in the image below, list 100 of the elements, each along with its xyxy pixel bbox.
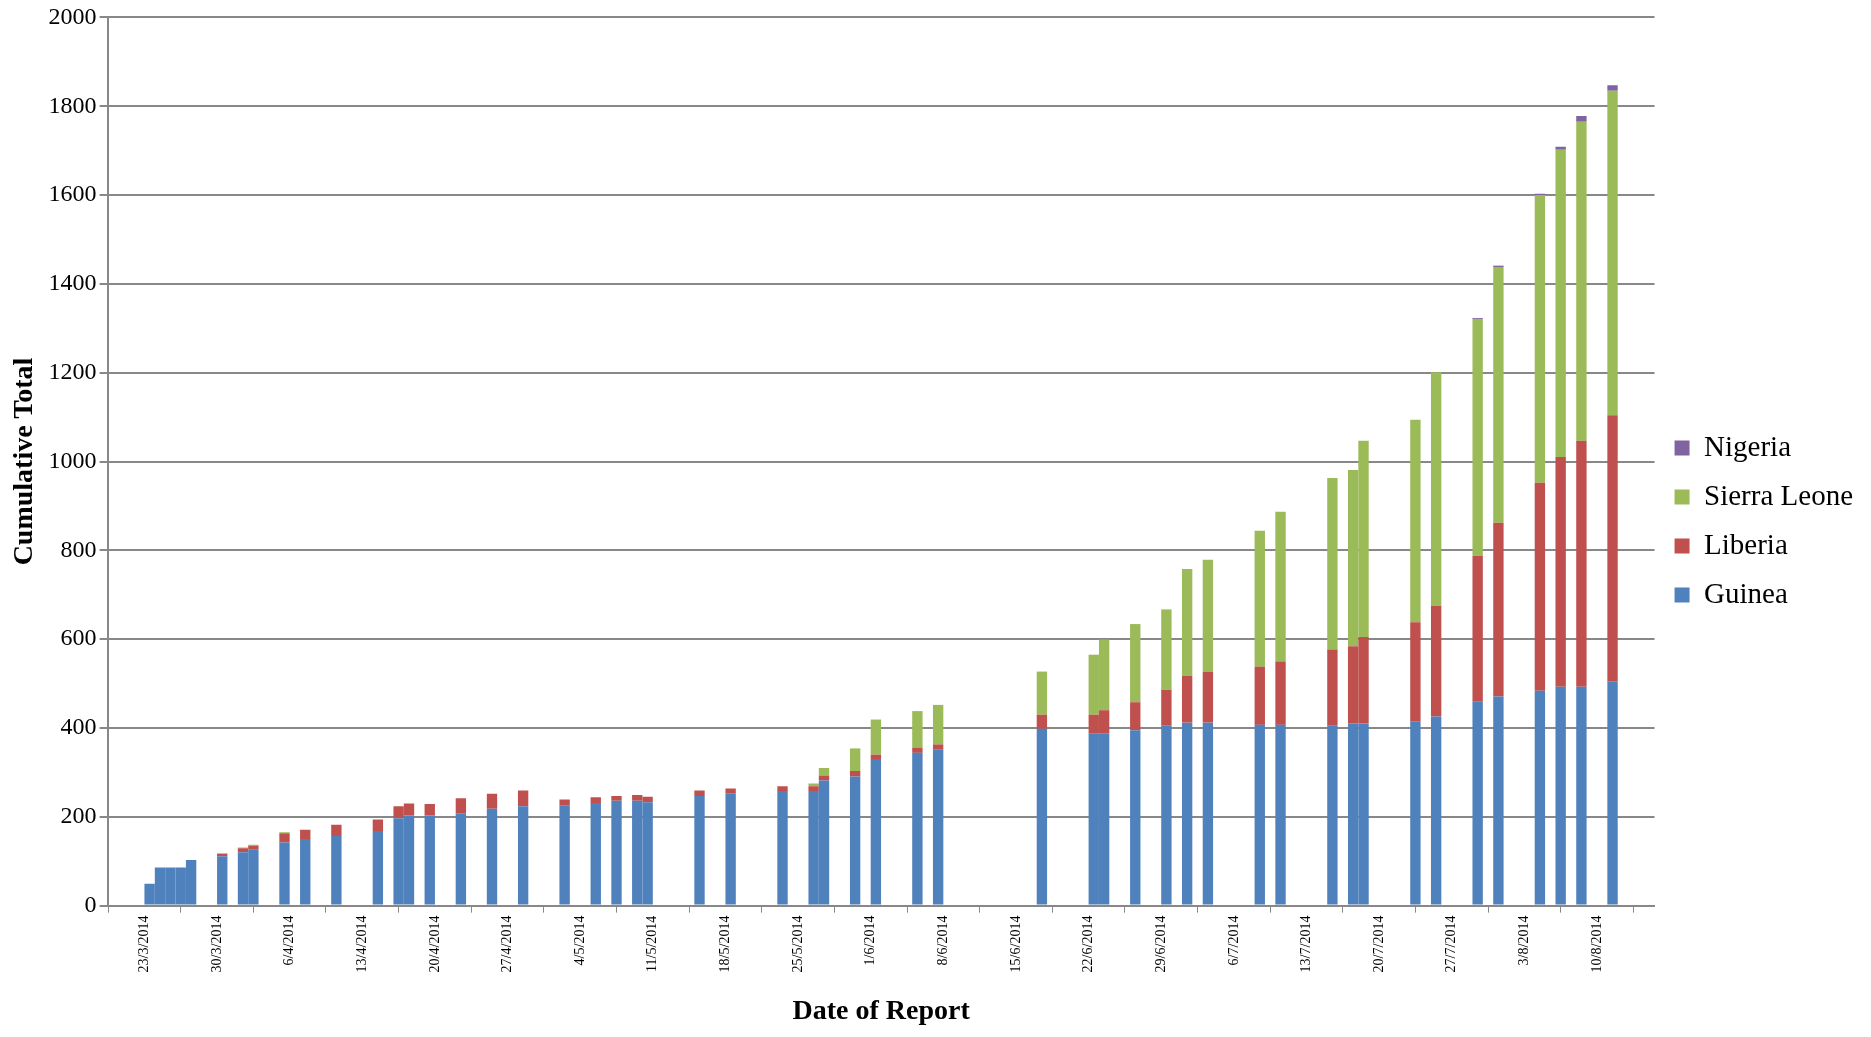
bar: [424, 815, 435, 905]
bar: [1534, 690, 1546, 905]
bar: [1161, 609, 1172, 690]
bar: [1534, 195, 1546, 483]
bar: [1430, 372, 1442, 606]
bar: [1161, 725, 1172, 905]
bar: [590, 803, 601, 905]
bar: [694, 795, 705, 905]
x-tick-label: 11/5/2014: [644, 915, 660, 972]
bar: [590, 797, 601, 804]
bar: [559, 799, 570, 806]
legend-label: Sierra Leone: [1704, 478, 1853, 511]
bar: [1607, 681, 1618, 905]
bar: [424, 803, 435, 816]
bar: [849, 748, 861, 772]
bar: [1430, 716, 1442, 905]
bar: [870, 759, 882, 905]
x-tick-label: 1/6/2014: [862, 915, 878, 966]
bar: [1181, 568, 1193, 676]
bar: [1161, 689, 1172, 726]
x-tick-label: 13/4/2014: [353, 915, 369, 973]
bar: [1254, 530, 1265, 667]
bar: [1327, 477, 1338, 650]
bar: [1202, 722, 1214, 905]
bar: [1275, 661, 1286, 725]
y-tick-label: 800: [60, 535, 97, 562]
x-tick-label: 3/8/2014: [1516, 915, 1532, 966]
x-tick-label: 29/6/2014: [1152, 915, 1168, 973]
bar: [1036, 728, 1048, 905]
bar: [1555, 149, 1566, 458]
x-tick-label: 25/5/2014: [789, 915, 805, 973]
bar: [777, 786, 788, 792]
bar: [1254, 666, 1265, 725]
bar: [331, 835, 342, 905]
bar: [1430, 605, 1442, 717]
bar: [1555, 146, 1566, 150]
bar: [486, 793, 498, 809]
x-tick-label: 13/7/2014: [1298, 915, 1314, 973]
bar: [1202, 559, 1214, 672]
bar: [818, 767, 830, 776]
bar: [1410, 419, 1421, 623]
bar: [1275, 511, 1286, 662]
y-tick-label: 1800: [48, 91, 97, 118]
x-tick-label: 8/6/2014: [935, 915, 950, 966]
y-tick-label: 400: [60, 713, 97, 740]
bar: [1555, 457, 1566, 687]
bar: [1493, 266, 1504, 523]
bar: [217, 856, 228, 905]
bar: [331, 824, 342, 836]
bar: [1181, 675, 1193, 723]
bar: [912, 752, 923, 905]
bar: [372, 831, 384, 905]
bar: [1327, 649, 1338, 726]
bar: [1576, 440, 1587, 687]
bar: [455, 798, 467, 814]
bar: [1410, 721, 1421, 905]
bar: [1576, 115, 1587, 122]
bar: [559, 805, 570, 905]
x-axis-title: Date of Report: [792, 994, 971, 1026]
x-tick-label: 27/7/2014: [1443, 915, 1459, 973]
y-tick-label: 1200: [48, 357, 97, 384]
bar: [486, 808, 498, 905]
bar: [1181, 722, 1193, 905]
y-tick-label: 1000: [48, 446, 97, 473]
legend-label: Guinea: [1704, 576, 1788, 609]
legend-label: Nigeria: [1704, 429, 1792, 462]
bar: [1410, 622, 1421, 722]
bar: [1607, 90, 1618, 416]
bar: [694, 790, 705, 796]
bar: [725, 793, 736, 905]
bar: [1576, 121, 1587, 441]
bar: [1130, 624, 1141, 703]
x-tick-label: 15/6/2014: [1007, 915, 1023, 973]
bar: [849, 776, 861, 905]
bar: [1555, 686, 1566, 905]
y-tick-label: 1400: [48, 269, 97, 296]
bar: [912, 711, 923, 748]
bar: [279, 833, 290, 843]
bar: [517, 790, 529, 807]
bar: [1036, 671, 1048, 715]
x-tick-label: 4/5/2014: [571, 915, 587, 966]
x-tick-label: 20/4/2014: [426, 915, 442, 973]
bar: [1036, 714, 1048, 729]
bar: [849, 771, 861, 777]
x-tick-label: 10/8/2014: [1588, 915, 1604, 973]
bar: [912, 747, 923, 753]
y-tick-label: 200: [60, 802, 97, 829]
y-tick-label: 0: [84, 890, 97, 917]
bar: [1472, 318, 1483, 556]
bar: [1275, 724, 1286, 905]
bar: [932, 744, 944, 750]
bar: [279, 842, 290, 905]
bar: [870, 719, 882, 755]
bar: [372, 819, 384, 832]
bar: [300, 839, 311, 905]
bar: [1327, 725, 1338, 905]
bar: [517, 806, 529, 905]
bar: [1607, 415, 1618, 682]
legend-label: Liberia: [1704, 527, 1788, 560]
bar: [1607, 85, 1618, 91]
